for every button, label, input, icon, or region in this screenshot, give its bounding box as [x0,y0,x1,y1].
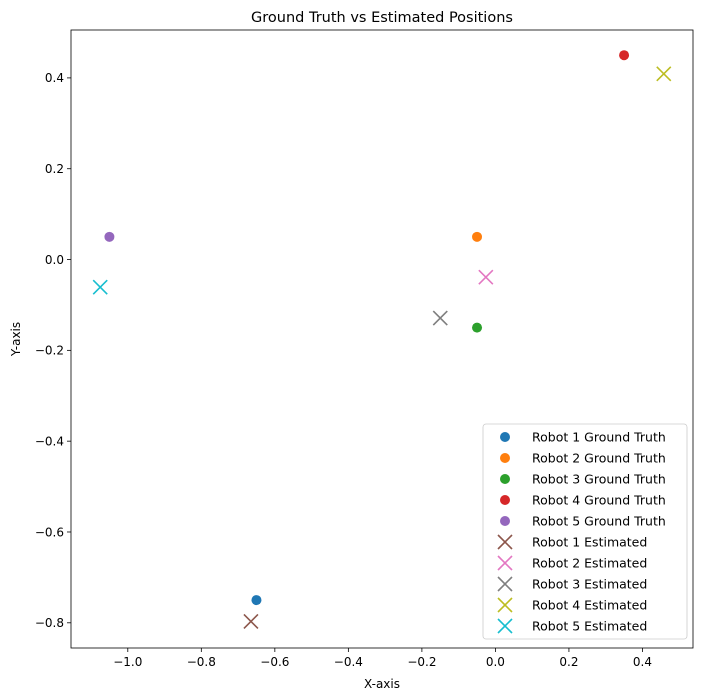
y-tick-label: −0.4 [35,434,64,448]
y-tick-label: −0.6 [35,525,64,539]
legend-label: Robot 4 Estimated [532,598,647,613]
legend: Robot 1 Ground Truth Robot 2 Ground Truth… [482,423,688,640]
legend-label: Robot 5 Estimated [532,619,647,634]
x-tick-label: −0.8 [187,655,216,669]
legend-marker [500,453,510,463]
legend-marker [500,495,510,505]
legend-label: Robot 2 Estimated [532,556,647,571]
ground-truth-point-robot-5 [104,231,115,242]
legend-label: Robot 3 Estimated [532,577,647,592]
legend-marker [497,534,513,550]
ground-truth-point-robot-1 [251,595,262,606]
legend-marker [500,516,510,526]
y-tick-label: −0.8 [35,616,64,630]
legend-label: Robot 2 Ground Truth [532,451,666,466]
legend-label: Robot 5 Ground Truth [532,514,666,529]
data-points [92,50,672,630]
y-tick-label: 0.2 [45,162,64,176]
legend-marker [497,576,513,592]
x-tick-label: −0.6 [260,655,289,669]
ground-truth-point-robot-4 [619,50,630,61]
estimated-point-robot-3 [432,310,448,326]
ground-truth-point-robot-2 [472,231,483,242]
legend-label: Robot 4 Ground Truth [532,493,666,508]
estimated-point-robot-2 [478,269,494,285]
x-axis-label: X-axis [364,677,400,691]
x-axis-ticks: −1.0 −0.8 −0.6 −0.4 −0.2 0.0 0.2 0.4 [113,648,652,669]
ground-truth-point-robot-3 [472,322,483,333]
legend-label: Robot 3 Ground Truth [532,472,666,487]
y-tick-label: −0.2 [35,344,64,358]
x-tick-label: 0.4 [633,655,652,669]
estimated-point-robot-5 [92,279,108,295]
x-tick-label: −0.4 [334,655,363,669]
legend-marker [497,555,513,571]
legend-label: Robot 1 Estimated [532,535,647,550]
legend-marker [500,474,510,484]
x-tick-label: 0.0 [486,655,505,669]
y-axis-label: Y-axis [9,322,23,357]
legend-box [482,423,688,640]
legend-label: Robot 1 Ground Truth [532,430,666,445]
estimated-point-robot-1 [243,613,259,630]
x-tick-label: −1.0 [113,655,142,669]
x-tick-label: −0.2 [407,655,436,669]
estimated-point-robot-4 [656,66,672,82]
axes-frame [70,29,694,649]
legend-marker [497,597,513,613]
chart-title: Ground Truth vs Estimated Positions [251,10,513,26]
y-axis-ticks: −0.8 −0.6 −0.4 −0.2 0.0 0.2 0.4 [35,71,71,630]
y-tick-label: 0.0 [45,253,64,267]
x-tick-label: 0.2 [559,655,578,669]
legend-marker [500,432,510,442]
y-tick-label: 0.4 [45,71,64,85]
legend-marker [497,618,513,634]
